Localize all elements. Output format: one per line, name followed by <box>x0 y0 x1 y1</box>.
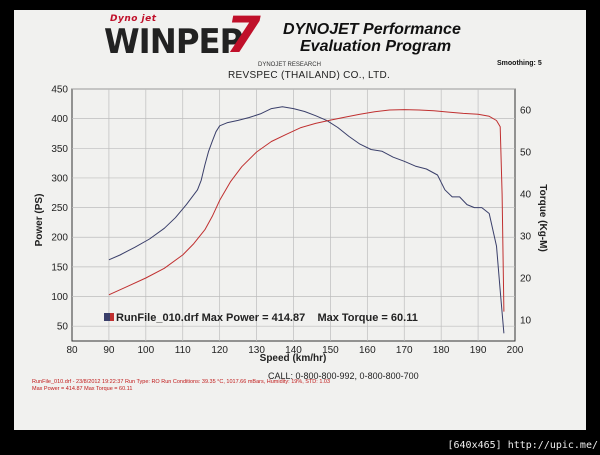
logo-winpep: WINPEP <box>104 22 243 62</box>
run-meta-line2: Max Power = 414.87 Max Torque = 60.11 <box>32 386 133 392</box>
y2-tick-10: 10 <box>520 316 532 327</box>
y-tick-300: 300 <box>51 173 68 184</box>
x-tick-180: 180 <box>433 345 450 356</box>
y-tick-200: 200 <box>51 233 68 244</box>
footer-call: CALL: 0-800-800-992, 0-800-800-700 <box>268 371 419 381</box>
x-tick-130: 130 <box>248 345 265 356</box>
y-tick-150: 150 <box>51 262 68 273</box>
x-axis-title: Speed (km/hr) <box>260 353 327 364</box>
y-tick-450: 450 <box>51 85 68 96</box>
torque-series-line <box>108 109 505 312</box>
x-tick-110: 110 <box>175 345 191 356</box>
dynojet-research-label: DYNOJET RESEARCH <box>258 62 321 68</box>
x-tick-100: 100 <box>137 345 154 356</box>
y-tick-400: 400 <box>51 114 68 125</box>
x-tick-140: 140 <box>285 345 302 356</box>
x-tick-120: 120 <box>211 345 228 356</box>
y2-tick-40: 40 <box>520 190 532 201</box>
x-tick-160: 160 <box>359 345 376 356</box>
company-name: REVSPEC (THAILAND) CO., LTD. <box>228 70 391 81</box>
x-tick-150: 150 <box>322 345 339 356</box>
y-tick-250: 250 <box>51 203 68 214</box>
y2-tick-30: 30 <box>520 232 532 243</box>
axis-ticks: 80 90 100 110 120 130 140 150 160 170 180 190 200 50 1… <box>51 85 531 357</box>
program-title-line1: DYNOJET Performance <box>283 21 461 38</box>
run-meta-line1: RunFile_010.drf - 23/8/2012 19:22:37 Run… <box>32 379 331 385</box>
y-tick-350: 350 <box>51 144 68 155</box>
x-tick-190: 190 <box>470 345 487 356</box>
x-tick-170: 170 <box>396 345 413 356</box>
y2-axis-title: Torque (Kg-M) <box>537 184 548 252</box>
power-series-line <box>108 106 505 334</box>
y2-tick-20: 20 <box>520 274 532 285</box>
x-tick-90: 90 <box>103 345 115 356</box>
y-axis-title: Power (PS) <box>34 194 45 247</box>
x-tick-80: 80 <box>66 345 78 356</box>
series-layer <box>108 106 505 334</box>
grid <box>72 88 515 341</box>
program-title-line2: Evaluation Program <box>300 38 452 55</box>
smoothing-label: Smoothing: 5 <box>497 60 542 67</box>
y2-tick-50: 50 <box>520 148 532 159</box>
legend-text: RunFile_010.drf Max Power = 414.87 Max T… <box>116 312 418 324</box>
y-tick-100: 100 <box>51 292 68 303</box>
logo-dyno-text: Dyno jet <box>110 14 157 24</box>
logo-version: 7 <box>226 6 261 64</box>
legend-swatch-power <box>104 313 110 321</box>
watermark: [640x465] http://upic.me/ <box>447 440 598 451</box>
y-tick-50: 50 <box>57 322 69 333</box>
y2-tick-60: 60 <box>520 106 532 117</box>
legend-swatch-torque <box>110 313 114 321</box>
x-tick-200: 200 <box>507 345 524 356</box>
